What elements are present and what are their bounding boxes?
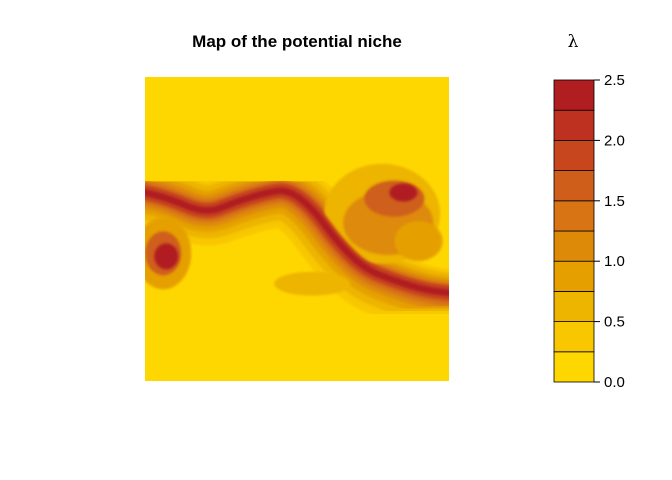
heatmap-blob — [154, 243, 179, 270]
legend-tick-label: 1.0 — [604, 253, 625, 270]
legend-color-swatch — [553, 139, 595, 171]
legend-color-swatch — [553, 109, 595, 141]
legend-color-swatch — [553, 351, 595, 383]
legend-tick-label: 2.5 — [604, 72, 625, 89]
legend-tick-label: 2.0 — [604, 132, 625, 149]
color-legend: 0.0 0.5 1.0 1.5 2.0 2.5 — [553, 72, 625, 391]
heatmap-blob — [389, 183, 418, 202]
legend-tick-label: 0.0 — [604, 374, 625, 391]
legend-title-lambda: λ — [568, 32, 579, 52]
legend-tick-label: 1.5 — [604, 193, 625, 210]
heatmap-core-line — [145, 187, 449, 297]
legend-color-swatch — [553, 200, 595, 232]
legend-color-swatch — [553, 230, 595, 262]
legend-color-swatch — [553, 79, 595, 111]
legend-tick-label: 0.5 — [604, 314, 625, 331]
legend-color-swatch — [553, 290, 595, 322]
heatmap-area — [145, 77, 449, 381]
heatmap-blob — [274, 271, 351, 296]
heatmap-bands — [145, 159, 449, 336]
legend-color-swatch — [553, 260, 595, 292]
legend-color-swatch — [553, 321, 595, 353]
heatmap-blob — [394, 221, 443, 262]
chart-title: Map of the potential niche — [192, 32, 402, 51]
legend-color-swatch — [553, 170, 595, 202]
